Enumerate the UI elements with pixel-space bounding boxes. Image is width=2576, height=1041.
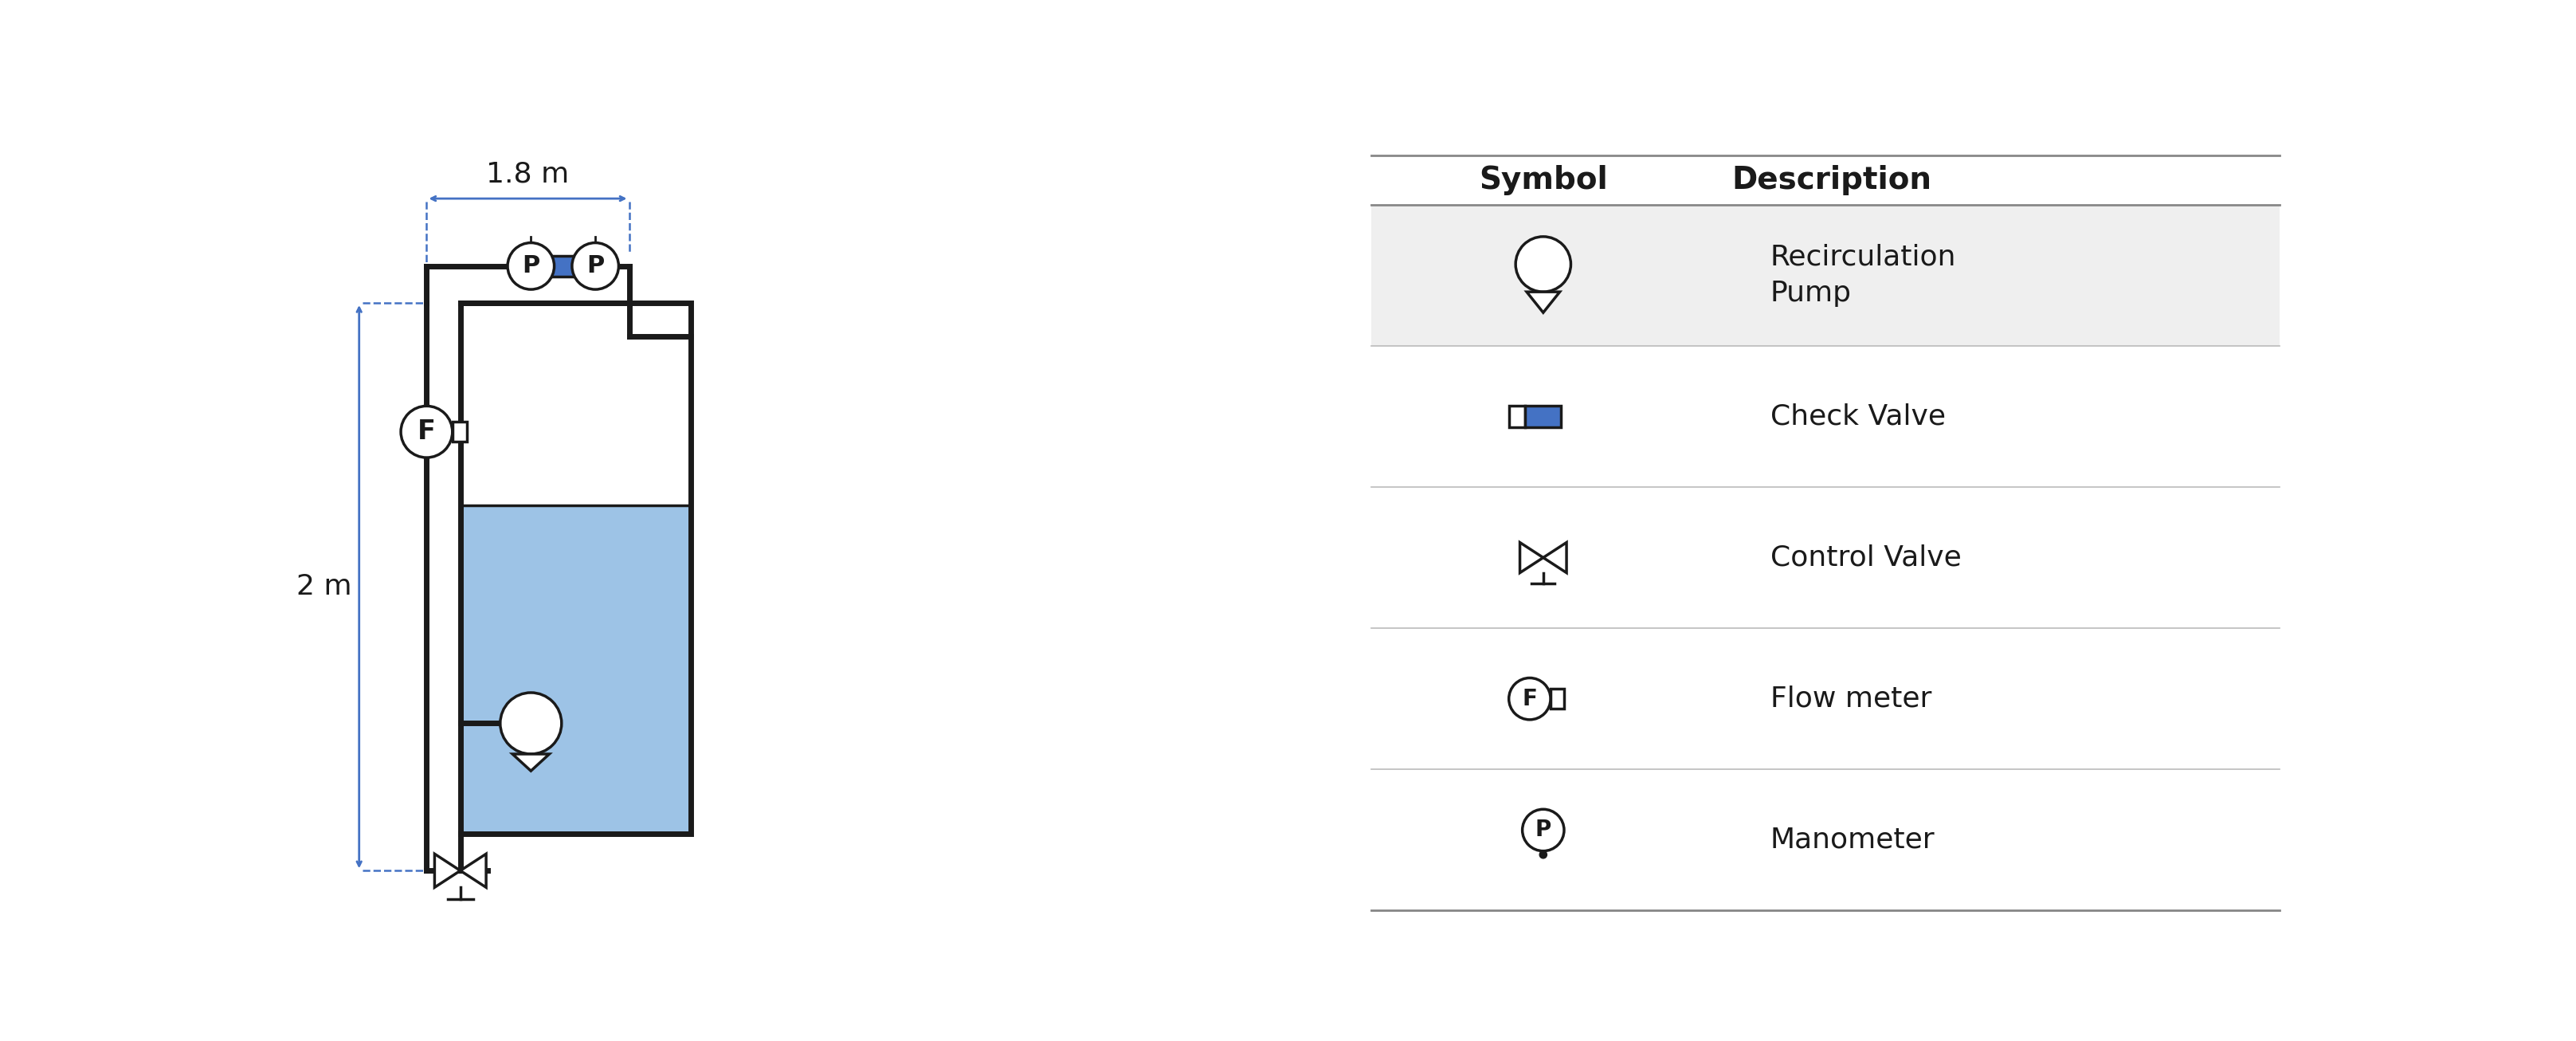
- Text: 1.8 m: 1.8 m: [487, 160, 569, 187]
- Circle shape: [500, 692, 562, 754]
- Text: P: P: [1535, 819, 1551, 841]
- Polygon shape: [435, 854, 461, 887]
- Text: F: F: [417, 418, 435, 445]
- Text: 2 m: 2 m: [296, 574, 353, 601]
- Text: Control Valve: Control Valve: [1770, 544, 1960, 572]
- Text: F: F: [1522, 688, 1538, 710]
- Circle shape: [1515, 236, 1571, 291]
- Circle shape: [507, 243, 554, 289]
- Text: P: P: [523, 255, 541, 278]
- Text: Manometer: Manometer: [1770, 827, 1935, 854]
- Polygon shape: [1543, 542, 1566, 573]
- Polygon shape: [461, 854, 487, 887]
- Circle shape: [1540, 850, 1548, 859]
- Bar: [1525, 406, 1561, 427]
- Circle shape: [1522, 809, 1564, 850]
- Polygon shape: [1528, 291, 1561, 312]
- Polygon shape: [1520, 542, 1543, 573]
- Bar: [546, 256, 582, 277]
- Bar: [453, 422, 466, 441]
- Text: Recirculation
Pump: Recirculation Pump: [1770, 244, 1955, 307]
- Text: Symbol: Symbol: [1479, 166, 1607, 196]
- Text: Flow meter: Flow meter: [1770, 685, 1932, 712]
- Bar: [1551, 689, 1564, 709]
- Bar: [461, 303, 690, 834]
- Bar: [531, 256, 546, 277]
- Polygon shape: [513, 754, 549, 771]
- Bar: [1510, 406, 1525, 427]
- Bar: [461, 303, 690, 506]
- Bar: [461, 506, 690, 834]
- Circle shape: [572, 243, 618, 289]
- Text: Check Valve: Check Valve: [1770, 403, 1945, 430]
- Circle shape: [402, 406, 453, 458]
- Bar: [1370, 205, 2280, 346]
- Circle shape: [1510, 678, 1551, 719]
- Text: Description: Description: [1731, 166, 1932, 196]
- Text: P: P: [587, 255, 605, 278]
